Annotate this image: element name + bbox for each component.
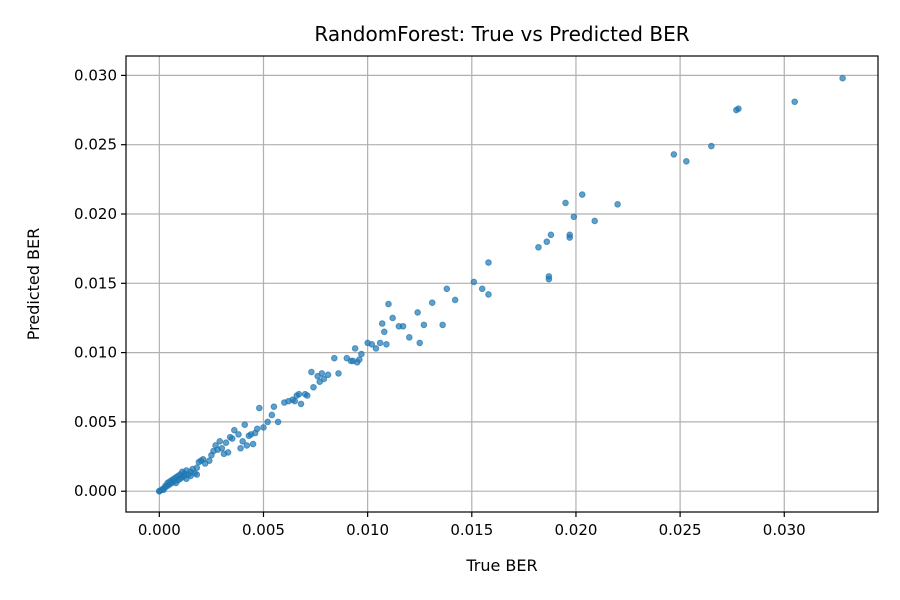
data-point	[218, 444, 226, 452]
data-point	[578, 191, 586, 198]
data-point	[253, 425, 261, 433]
data-point	[399, 322, 407, 330]
data-point	[385, 300, 392, 308]
y-tick-label: 0.010	[74, 344, 117, 362]
data-point	[320, 375, 328, 383]
data-point	[249, 440, 257, 448]
data-point	[256, 404, 263, 412]
data-point	[206, 457, 213, 465]
data-point	[383, 340, 390, 348]
data-point	[368, 340, 376, 348]
chart-title: RandomForest: True vs Predicted BER	[314, 22, 689, 46]
grid-lines	[126, 56, 878, 512]
y-tick-label: 0.020	[74, 205, 117, 223]
data-point	[428, 299, 436, 307]
data-point	[416, 339, 424, 347]
data-point	[451, 296, 459, 304]
data-point	[591, 217, 599, 225]
data-point	[414, 309, 421, 316]
y-tick-label: 0.025	[74, 136, 117, 154]
data-point	[335, 370, 342, 377]
data-point	[216, 438, 224, 445]
data-point	[270, 403, 278, 410]
data-point	[239, 438, 246, 445]
data-point	[295, 390, 303, 398]
x-tick-label: 0.030	[763, 521, 806, 539]
data-point	[389, 314, 396, 322]
data-point	[372, 345, 380, 352]
y-tick-label: 0.005	[74, 413, 117, 431]
x-axis-label: True BER	[465, 556, 537, 575]
data-point	[224, 449, 232, 456]
data-point	[839, 74, 846, 82]
data-point	[420, 321, 428, 329]
data-point	[264, 418, 271, 426]
y-tick-label: 0.015	[74, 274, 117, 292]
x-tick-label: 0.000	[138, 521, 181, 539]
data-point	[535, 243, 542, 251]
x-tick-label: 0.025	[659, 521, 702, 539]
data-point	[324, 371, 332, 379]
data-point	[543, 238, 551, 246]
data-point	[237, 444, 244, 452]
data-point	[485, 291, 492, 298]
data-point	[735, 105, 742, 112]
data-point	[356, 356, 363, 363]
data-point	[562, 199, 569, 207]
data-point	[376, 339, 384, 347]
data-point	[470, 278, 478, 286]
axis-ticks: 0.000 0.005 0.010 0.015 0.020 0.025 0.030 0.000…	[74, 66, 806, 539]
data-point	[614, 201, 621, 208]
data-point	[443, 285, 451, 293]
data-point	[381, 328, 388, 336]
data-point	[547, 231, 555, 239]
data-point	[406, 334, 413, 341]
data-point	[708, 142, 715, 150]
data-point	[235, 431, 242, 438]
data-point	[683, 158, 690, 165]
data-point	[291, 397, 299, 405]
data-point	[241, 421, 249, 428]
data-point	[791, 98, 798, 106]
x-tick-label: 0.015	[450, 521, 493, 539]
data-point	[274, 418, 282, 426]
data-point	[545, 275, 553, 283]
scatter-points	[156, 74, 846, 495]
y-tick-label: 0.000	[74, 482, 117, 500]
data-point	[351, 345, 359, 352]
data-point	[310, 383, 317, 391]
data-point	[378, 320, 386, 327]
data-point	[193, 471, 201, 478]
data-point	[303, 392, 311, 399]
data-point	[268, 411, 276, 419]
data-point	[222, 439, 230, 447]
y-axis-label: Predicted BER	[24, 228, 43, 340]
x-tick-label: 0.010	[346, 521, 389, 539]
data-point	[318, 370, 326, 377]
data-point	[570, 213, 578, 221]
x-tick-label: 0.005	[242, 521, 285, 539]
plot-frame	[125, 55, 879, 513]
data-point	[331, 354, 338, 362]
data-point	[670, 151, 678, 158]
data-point	[228, 435, 236, 442]
data-point	[308, 368, 315, 376]
x-tick-label: 0.020	[554, 521, 597, 539]
data-point	[231, 426, 238, 434]
y-tick-label: 0.030	[74, 66, 117, 84]
data-point	[260, 424, 267, 431]
data-point	[358, 350, 365, 358]
data-point	[243, 442, 251, 449]
data-point	[566, 231, 574, 239]
data-point	[485, 259, 492, 266]
data-point	[478, 285, 486, 293]
data-point	[297, 400, 305, 408]
data-point	[439, 321, 446, 329]
data-point	[193, 464, 201, 471]
